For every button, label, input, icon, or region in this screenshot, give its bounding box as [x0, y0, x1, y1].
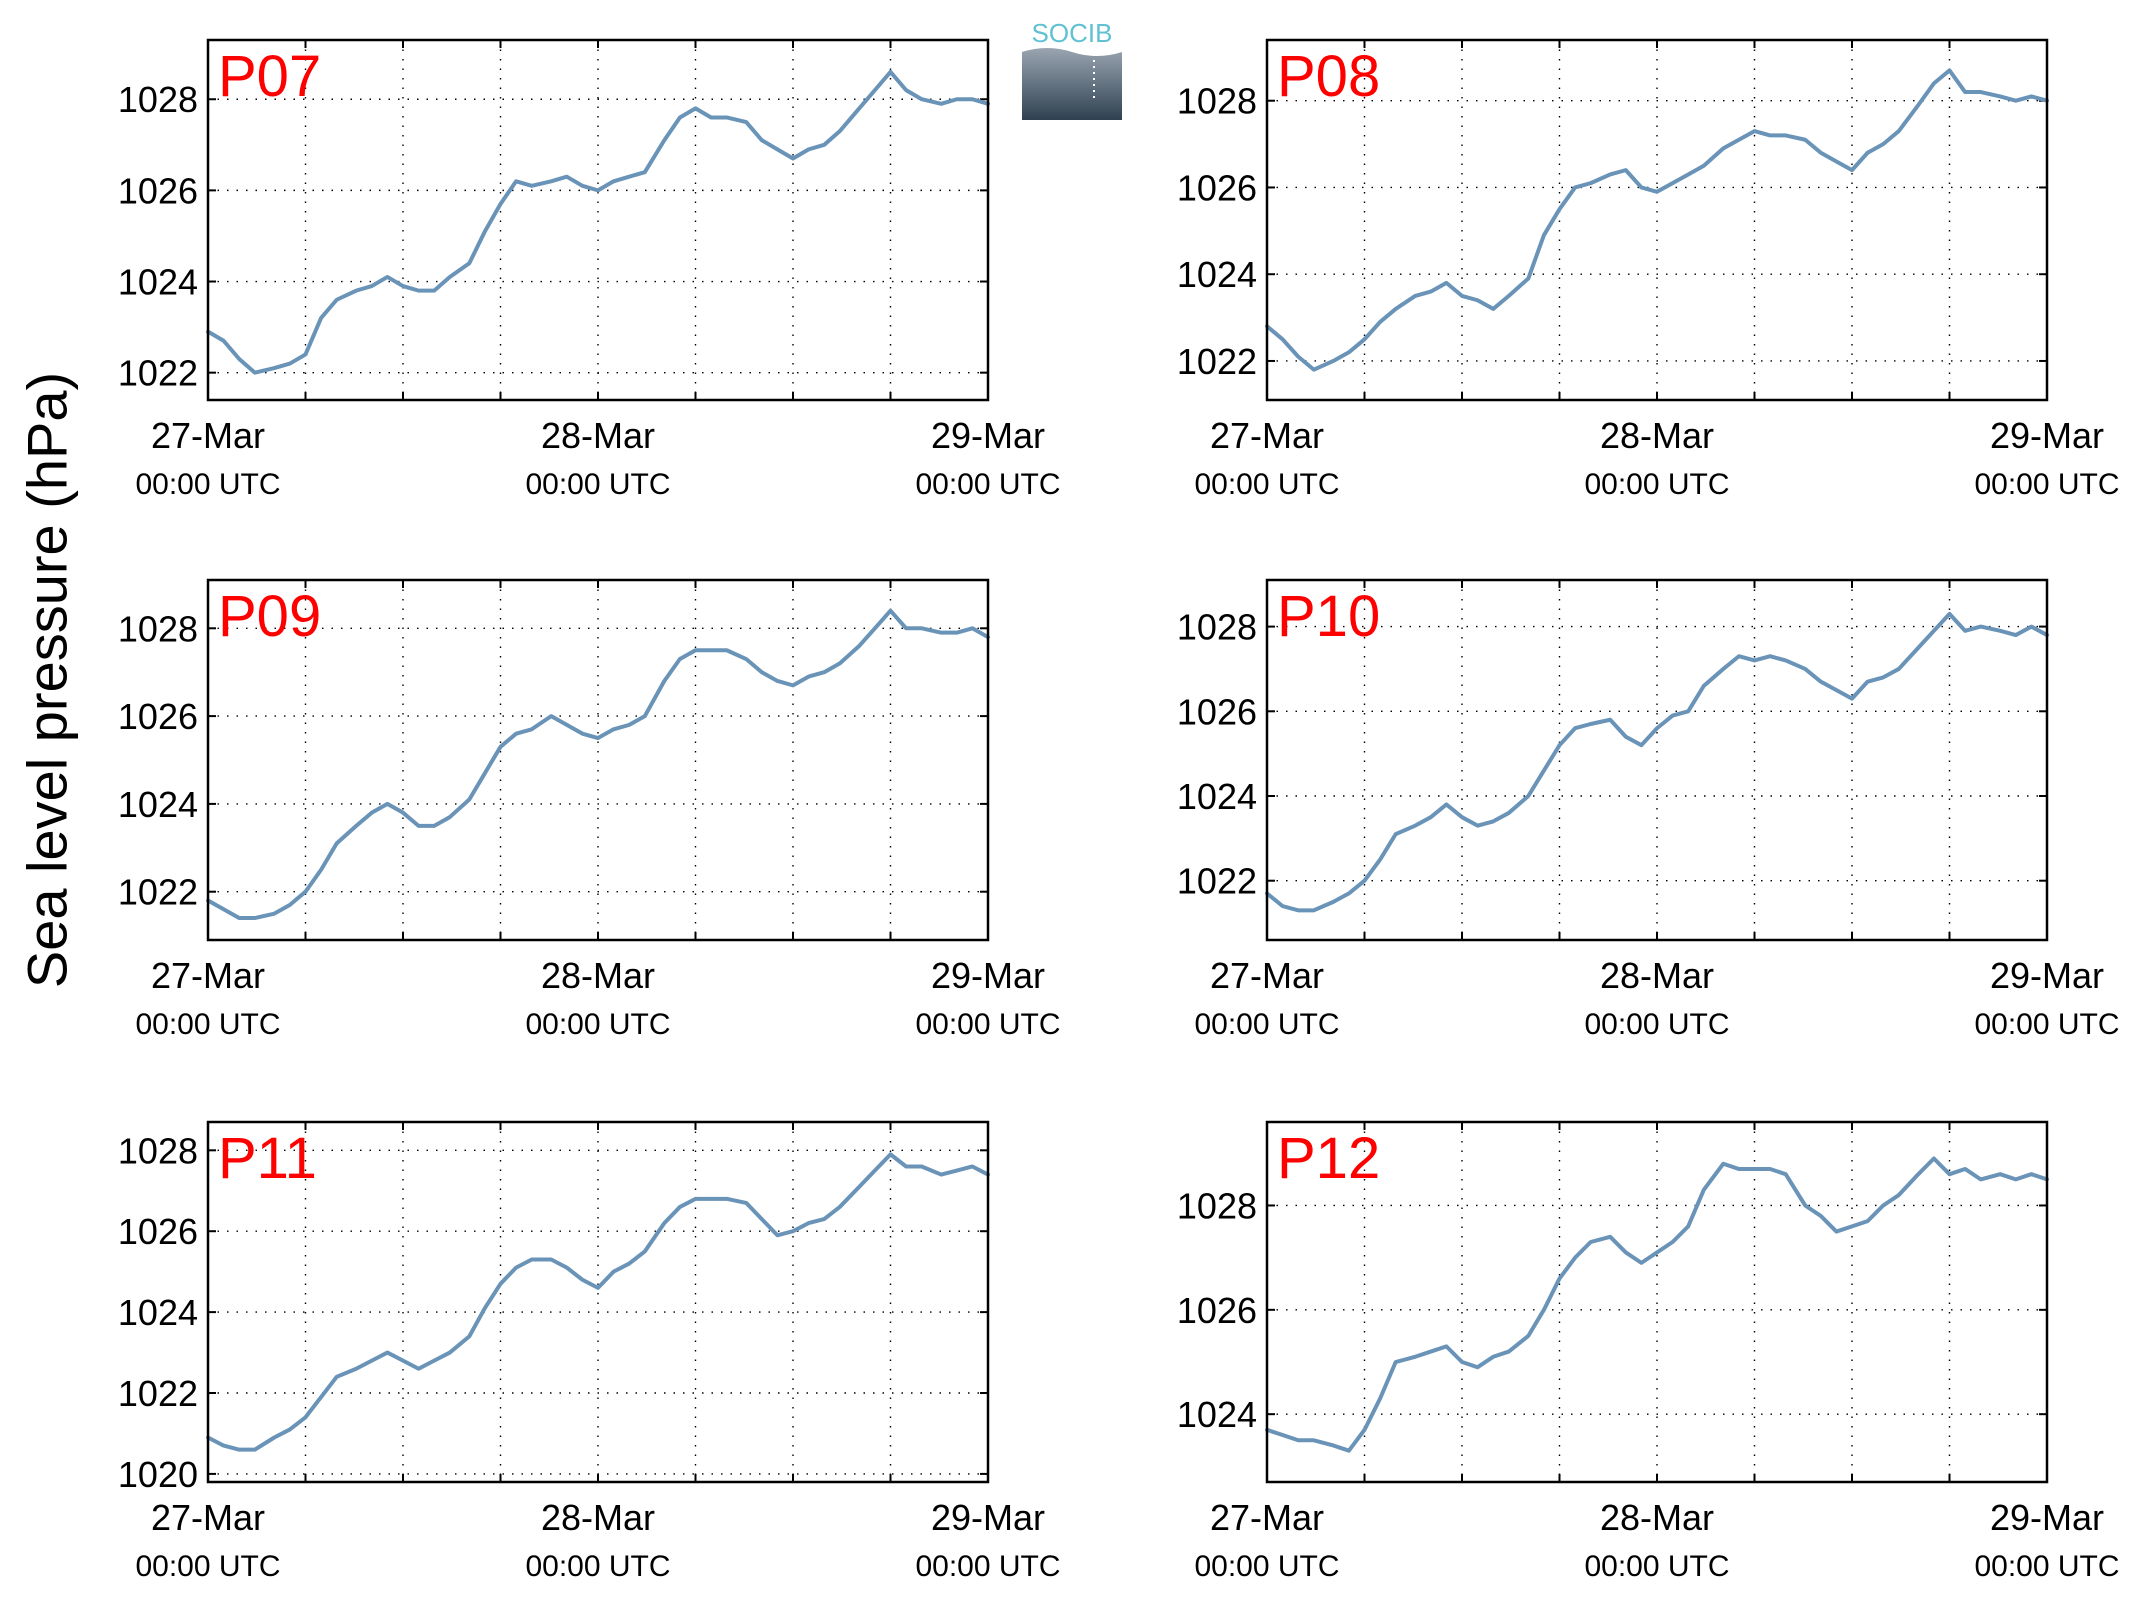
logo-text: SOCIB [1032, 18, 1113, 48]
y-tick-label: 1026 [1177, 167, 1257, 208]
panel-label: P07 [218, 44, 321, 109]
panel-label: P12 [1277, 1126, 1380, 1191]
x-tick-label-date: 28-Mar [541, 955, 655, 996]
x-tick-label-date: 28-Mar [1600, 955, 1714, 996]
y-tick-label: 1026 [118, 696, 198, 737]
y-tick-label: 1028 [1177, 81, 1257, 122]
y-tick-label: 1022 [118, 353, 198, 394]
series-line-p10 [1265, 611, 2049, 913]
y-tick-label: 1024 [1177, 254, 1257, 295]
x-tick-label-time: 00:00 UTC [1974, 468, 2119, 501]
x-tick-label-time: 00:00 UTC [1584, 468, 1729, 501]
axes-frame [1265, 1120, 2049, 1484]
x-tick-label-time: 00:00 UTC [1194, 1008, 1339, 1041]
x-tick-label-time: 00:00 UTC [1584, 1550, 1729, 1583]
series-line-p07 [206, 69, 990, 375]
y-tick-label: 1024 [1177, 776, 1257, 817]
y-tick-label: 1026 [1177, 691, 1257, 732]
y-tick-label: 1028 [1177, 1185, 1257, 1226]
x-tick-label-date: 27-Mar [151, 955, 265, 996]
x-tick-label-time: 00:00 UTC [525, 468, 670, 501]
y-tick-label: 1024 [1177, 1394, 1257, 1435]
series-line-p11 [206, 1152, 990, 1452]
x-tick-label-time: 00:00 UTC [1194, 1550, 1339, 1583]
chart-panel-p08: 1022 1024 1026 1028 27-Mar 00:00 UTC 28-Mar 00:… [1177, 38, 2120, 501]
x-tick-label-date: 27-Mar [1210, 1497, 1324, 1538]
y-tick-label: 1024 [118, 784, 198, 825]
chart-panel-p07: 1022 1024 1026 1028 27-Mar 00:00 UTC 28-Mar 00:… [118, 38, 1061, 501]
series-line-p09 [206, 608, 990, 921]
chart-panel-p09: 1022 1024 1026 1028 27-Mar 00:00 UTC 28-Mar 00:… [118, 578, 1061, 1041]
x-tick-label-date: 27-Mar [1210, 415, 1324, 456]
logo-wave-icon [1022, 48, 1122, 120]
y-tick-label: 1026 [118, 1211, 198, 1252]
x-tick-label-time: 00:00 UTC [1194, 468, 1339, 501]
y-tick-label: 1022 [118, 872, 198, 913]
x-tick-label-date: 27-Mar [151, 415, 265, 456]
socib-logo: SOCIB [1022, 18, 1122, 120]
x-tick-label-date: 29-Mar [1990, 955, 2104, 996]
chart-panel-p10: 1022 1024 1026 1028 27-Mar 00:00 UTC 28-Mar 00:… [1177, 578, 2120, 1041]
panel-label: P08 [1277, 44, 1380, 109]
x-tick-label-date: 27-Mar [1210, 955, 1324, 996]
panel-label: P10 [1277, 584, 1380, 649]
y-axis-label-text: Sea level pressure (hPa) [15, 371, 79, 989]
x-tick-label-date: 27-Mar [151, 1497, 265, 1538]
y-tick-label: 1024 [118, 262, 198, 303]
y-tick-label: 1022 [118, 1373, 198, 1414]
y-tick-label: 1028 [118, 79, 198, 120]
axes-frame [206, 1120, 990, 1484]
y-tick-label: 1022 [1177, 341, 1257, 382]
x-tick-label-time: 00:00 UTC [1974, 1008, 2119, 1041]
x-tick-label-date: 28-Mar [1600, 415, 1714, 456]
x-tick-label-time: 00:00 UTC [915, 468, 1060, 501]
y-tick-label: 1028 [118, 608, 198, 649]
series-line-p08 [1265, 68, 2049, 372]
panel-label: P09 [218, 584, 321, 649]
y-tick-label: 1020 [118, 1454, 198, 1495]
x-tick-label-date: 28-Mar [541, 1497, 655, 1538]
axes-frame [1265, 38, 2049, 402]
axes-frame [206, 38, 990, 402]
x-tick-label-date: 29-Mar [931, 1497, 1045, 1538]
y-tick-label: 1028 [1177, 607, 1257, 648]
chart-panel-p11: 1020 1022 1024 1026 1028 27-Mar 00:00 UTC 28-Ma… [118, 1120, 1061, 1583]
y-tick-label: 1028 [118, 1130, 198, 1171]
x-tick-label-date: 29-Mar [931, 955, 1045, 996]
x-tick-label-date: 29-Mar [931, 415, 1045, 456]
x-tick-label-time: 00:00 UTC [915, 1008, 1060, 1041]
x-tick-label-time: 00:00 UTC [915, 1550, 1060, 1583]
x-tick-label-time: 00:00 UTC [135, 468, 280, 501]
y-tick-label: 1024 [118, 1292, 198, 1333]
axes-frame [206, 578, 990, 942]
y-tick-label: 1022 [1177, 861, 1257, 902]
x-tick-label-time: 00:00 UTC [525, 1008, 670, 1041]
chart-panel-p12: 1024 1026 1028 27-Mar 00:00 UTC 28-Mar 00:00 U… [1177, 1120, 2120, 1583]
x-tick-label-time: 00:00 UTC [1974, 1550, 2119, 1583]
x-tick-label-time: 00:00 UTC [135, 1550, 280, 1583]
x-tick-label-date: 28-Mar [1600, 1497, 1714, 1538]
series-line-p12 [1265, 1156, 2049, 1453]
x-tick-label-time: 00:00 UTC [1584, 1008, 1729, 1041]
x-tick-label-date: 29-Mar [1990, 1497, 2104, 1538]
axes-frame [1265, 578, 2049, 942]
y-tick-label: 1026 [118, 170, 198, 211]
x-tick-label-date: 29-Mar [1990, 415, 2104, 456]
panel-label: P11 [218, 1126, 317, 1191]
x-tick-label-date: 28-Mar [541, 415, 655, 456]
x-tick-label-time: 00:00 UTC [135, 1008, 280, 1041]
x-tick-label-time: 00:00 UTC [525, 1550, 670, 1583]
y-tick-label: 1026 [1177, 1290, 1257, 1331]
